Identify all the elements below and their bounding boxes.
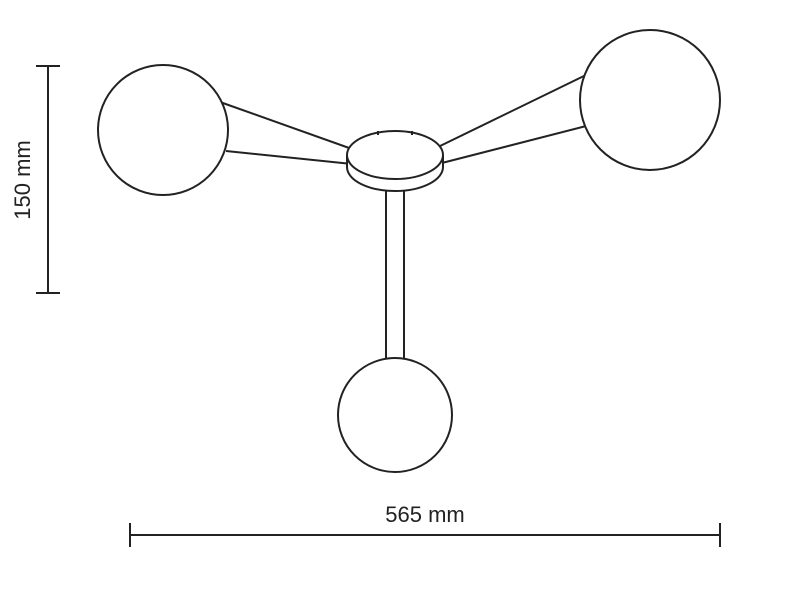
arm-bottom	[386, 179, 404, 359]
hub	[347, 131, 443, 191]
arm-top-right	[438, 74, 594, 164]
ball-bottom	[338, 358, 452, 472]
dimension-horizontal: 565 mm	[130, 502, 720, 547]
diagram-svg: 150 mm 565 mm	[0, 0, 790, 593]
dimension-vertical: 150 mm	[10, 66, 60, 293]
ball-top-right	[580, 30, 720, 170]
ball-top-left	[98, 65, 228, 195]
diagram-stage: 150 mm 565 mm	[0, 0, 790, 593]
dimension-vertical-label: 150 mm	[10, 140, 35, 219]
arm-top-left	[220, 102, 352, 164]
dimension-horizontal-label: 565 mm	[385, 502, 464, 527]
